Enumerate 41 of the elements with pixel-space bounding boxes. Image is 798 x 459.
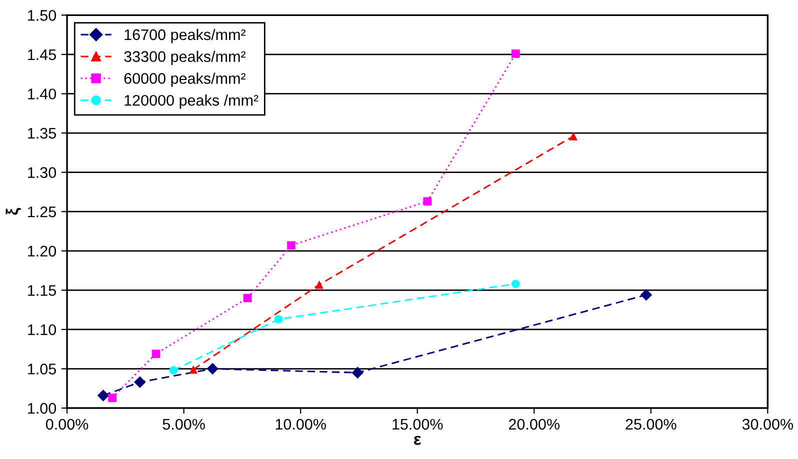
point [512,49,520,58]
y-tick-label: 1.15 [28,285,56,296]
point [189,365,198,374]
point [243,294,252,302]
point [274,315,283,324]
x-axis-title: ε [414,436,422,445]
point [169,366,178,374]
legend-label: 16700 peaks/mm² [124,28,246,44]
y-tick-label: 1.50 [28,10,56,21]
y-tick-label: 1.00 [28,402,56,414]
y-tick-label: 1.40 [28,88,56,100]
point [352,366,364,379]
point [640,289,652,301]
point [423,197,432,206]
point [569,132,578,140]
y-tick-label: 1.20 [28,246,56,257]
x-tick-label: 15.00% [392,418,443,430]
y-tick-label: 1.10 [28,324,56,336]
y-tick-label: 1.25 [28,206,56,218]
y-tick-label: 1.30 [28,167,56,178]
point [315,280,324,289]
point [152,350,160,358]
legend-label: 120000 peaks /mm² [124,94,258,109]
point [512,280,520,288]
legend-label: 60000 peaks/mm² [124,72,246,87]
x-tick-label: 0.00% [46,418,88,430]
point [108,394,117,402]
y-axis-title: ξ [6,208,22,215]
y-tick-label: 1.45 [28,49,56,60]
x-tick-label: 20.00% [508,418,560,430]
x-tick-label: 10.00% [276,418,326,430]
x-tick-label: 30.00% [742,418,794,430]
x-tick-label: 5.00% [162,418,205,430]
point [97,390,110,402]
point [287,241,296,250]
y-tick-label: 1.35 [28,128,56,139]
point [206,362,218,375]
x-tick-label: 25.00% [626,418,676,430]
point [134,376,146,388]
legend-label: 33300 peaks/mm² [124,50,246,66]
y-tick-label: 1.05 [28,364,56,374]
